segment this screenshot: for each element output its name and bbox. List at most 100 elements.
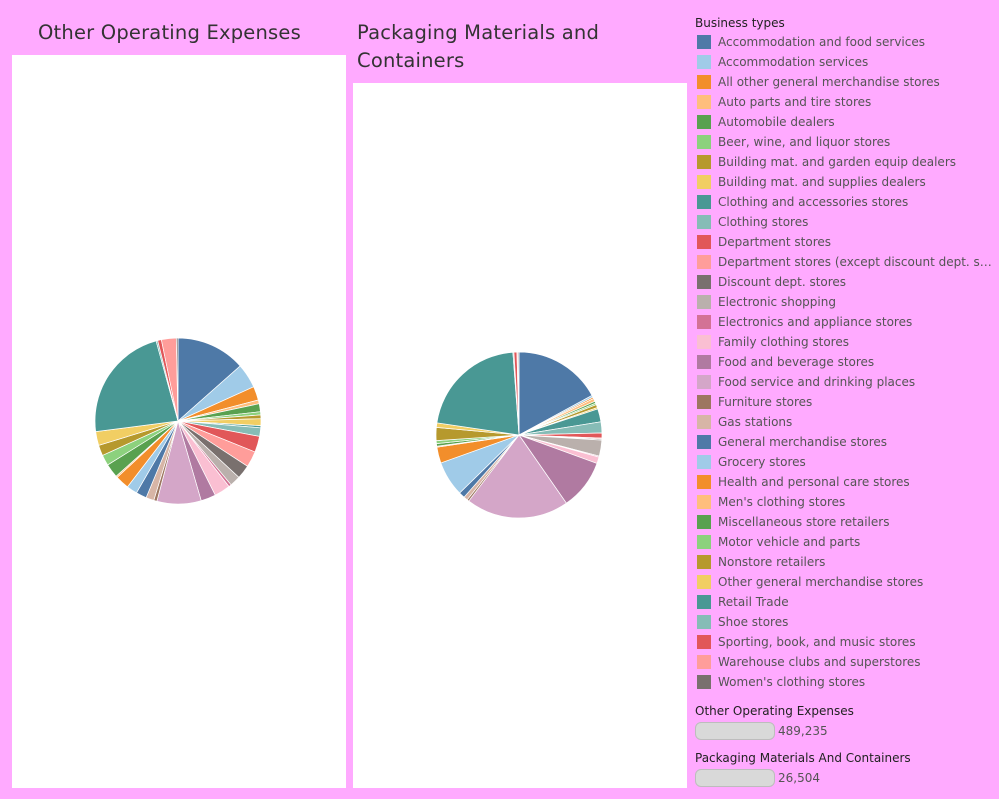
legend-label: Electronics and appliance stores	[718, 315, 913, 329]
legend-items: Accommodation and food services Accommoda…	[695, 32, 995, 692]
chart-title-other-operating-expenses: Other Operating Expenses	[38, 21, 301, 44]
legend-swatch	[697, 455, 711, 469]
legend-swatch	[697, 55, 711, 69]
legend-label: Beer, wine, and liquor stores	[718, 135, 891, 149]
legend-item[interactable]: Miscellaneous store retailers	[695, 512, 995, 532]
legend-label: Women's clothing stores	[718, 675, 866, 689]
legend-swatch	[697, 655, 711, 669]
pie-slice[interactable]: Food service and drinking places	[468, 434, 567, 519]
legend-swatch	[697, 335, 711, 349]
legend-item[interactable]: All other general merchandise stores	[695, 72, 995, 92]
legend-item[interactable]: Accommodation services	[695, 52, 995, 72]
pie-slice[interactable]: Retail Trade	[94, 340, 179, 433]
legend-item[interactable]: General merchandise stores	[695, 432, 995, 452]
legend-swatch	[697, 255, 711, 269]
legend-label: Food and beverage stores	[718, 355, 875, 369]
pie-slice[interactable]: Accommodation and food services	[177, 337, 241, 422]
size-legend-swatch	[695, 769, 775, 787]
legend-label: Accommodation and food services	[718, 35, 925, 49]
legend-label: Men's clothing stores	[718, 495, 846, 509]
legend-swatch	[697, 615, 711, 629]
legend-label: Building mat. and supplies dealers	[718, 175, 926, 189]
legend-swatch	[697, 35, 711, 49]
pie-slice[interactable]: Women's clothing stores	[517, 351, 520, 436]
legend-label: Furniture stores	[718, 395, 813, 409]
legend-item[interactable]: Discount dept. stores	[695, 272, 995, 292]
legend-label: Grocery stores	[718, 455, 806, 469]
legend-item[interactable]: Grocery stores	[695, 452, 995, 472]
legend-item[interactable]: Men's clothing stores	[695, 492, 995, 512]
legend-item[interactable]: Nonstore retailers	[695, 552, 995, 572]
legend-item[interactable]: Beer, wine, and liquor stores	[695, 132, 995, 152]
legend-item[interactable]: Other general merchandise stores	[695, 572, 995, 592]
legend-item[interactable]: Food service and drinking places	[695, 372, 995, 392]
size-legend-title: Packaging Materials And Containers	[695, 751, 911, 765]
chart-panel-other-operating-expenses: Accommodation and food servicesAccommoda…	[12, 55, 346, 788]
legend-label: Nonstore retailers	[718, 555, 826, 569]
legend-swatch	[697, 415, 711, 429]
legend-item[interactable]: Warehouse clubs and superstores	[695, 652, 995, 672]
legend-swatch	[697, 535, 711, 549]
legend-item[interactable]: Clothing and accessories stores	[695, 192, 995, 212]
legend-item[interactable]: Department stores (except discount dept.…	[695, 252, 995, 272]
legend-item[interactable]: Clothing stores	[695, 212, 995, 232]
legend-item[interactable]: Shoe stores	[695, 612, 995, 632]
legend-swatch	[697, 155, 711, 169]
legend-swatch	[697, 235, 711, 249]
pie-chart-packaging-materials: Accommodation and food servicesAccommoda…	[435, 351, 603, 519]
legend-swatch	[697, 635, 711, 649]
legend-item[interactable]: Furniture stores	[695, 392, 995, 412]
legend-item[interactable]: Electronics and appliance stores	[695, 312, 995, 332]
legend-label: Building mat. and garden equip dealers	[718, 155, 957, 169]
pie-slice[interactable]: Accommodation and food services	[518, 351, 593, 436]
legend-swatch	[697, 515, 711, 529]
legend-swatch	[697, 135, 711, 149]
legend-label: Auto parts and tire stores	[718, 95, 872, 109]
legend-item[interactable]: Retail Trade	[695, 592, 995, 612]
legend-swatch	[697, 75, 711, 89]
size-legend-row: 26,504	[695, 768, 911, 788]
legend-label: Shoe stores	[718, 615, 789, 629]
legend-item[interactable]: Auto parts and tire stores	[695, 92, 995, 112]
pie-slice[interactable]: Women's clothing stores	[176, 337, 179, 422]
legend-item[interactable]: Building mat. and supplies dealers	[695, 172, 995, 192]
legend-item[interactable]: Women's clothing stores	[695, 672, 995, 692]
chart-title-packaging-materials: Packaging Materials and Containers	[357, 21, 600, 72]
legend-item[interactable]: Motor vehicle and parts	[695, 532, 995, 552]
legend-item[interactable]: Sporting, book, and music stores	[695, 632, 995, 652]
color-legend: Business types Accommodation and food se…	[695, 14, 995, 692]
legend-item[interactable]: Automobile dealers	[695, 112, 995, 132]
legend-item[interactable]: Food and beverage stores	[695, 352, 995, 372]
legend-item[interactable]: Family clothing stores	[695, 332, 995, 352]
legend-swatch	[697, 315, 711, 329]
size-legend-value: 26,504	[778, 771, 820, 785]
legend-swatch	[697, 355, 711, 369]
legend-item[interactable]: Accommodation and food services	[695, 32, 995, 52]
legend-label: Clothing stores	[718, 215, 809, 229]
legend-swatch	[697, 675, 711, 689]
legend-label: Food service and drinking places	[718, 375, 916, 389]
legend-label: Automobile dealers	[718, 115, 835, 129]
legend-swatch	[697, 295, 711, 309]
legend-swatch	[697, 95, 711, 109]
legend-label: Accommodation services	[718, 55, 869, 69]
legend-swatch	[697, 475, 711, 489]
legend-label: Discount dept. stores	[718, 275, 847, 289]
legend-item[interactable]: Electronic shopping	[695, 292, 995, 312]
legend-item[interactable]: Department stores	[695, 232, 995, 252]
legend-swatch	[697, 195, 711, 209]
legend-swatch	[697, 395, 711, 409]
size-legend-value: 489,235	[778, 724, 828, 738]
legend-swatch	[697, 275, 711, 289]
legend-label: Sporting, book, and music stores	[718, 635, 916, 649]
legend-label: Health and personal care stores	[718, 475, 910, 489]
pie-slice[interactable]: Retail Trade	[436, 351, 520, 436]
legend-item[interactable]: Building mat. and garden equip dealers	[695, 152, 995, 172]
legend-item[interactable]: Health and personal care stores	[695, 472, 995, 492]
legend-label: Miscellaneous store retailers	[718, 515, 890, 529]
legend-item[interactable]: Gas stations	[695, 412, 995, 432]
legend-label: Gas stations	[718, 415, 793, 429]
size-legend-swatch	[695, 722, 775, 740]
legend-label: Warehouse clubs and superstores	[718, 655, 921, 669]
pie-chart-other-operating-expenses: Accommodation and food servicesAccommoda…	[94, 337, 262, 505]
